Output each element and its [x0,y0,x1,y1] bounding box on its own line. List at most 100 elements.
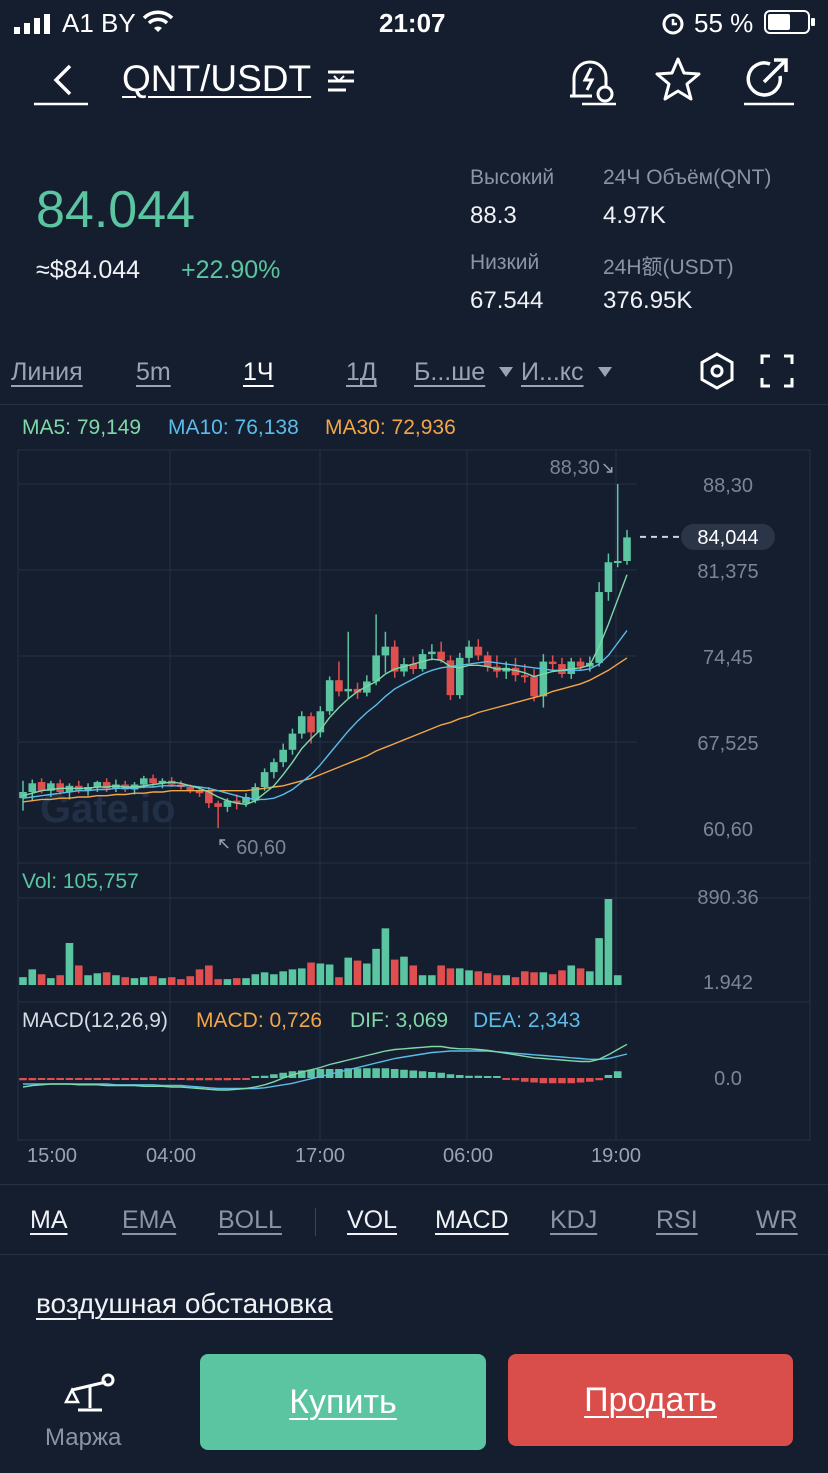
candle-body [400,664,408,672]
tab-1d[interactable]: 1Д [346,358,377,386]
candle-body [576,661,585,667]
candle-body [344,688,353,692]
volume-bar [251,974,260,985]
axis-labels-layer: 88,30 81,375 74,45 67,525 60,60 84,044 88,30 60… [27,457,775,1167]
macd-histogram-bar [409,1070,418,1078]
indicator-ma[interactable]: MA [30,1206,68,1234]
volume-bar [400,956,408,985]
indicator-rsi[interactable]: RSI [656,1206,698,1234]
macd-histogram-bar [353,1068,362,1078]
candle-body [511,667,520,676]
volume-bar [47,978,55,985]
candle-body [279,749,287,763]
macd-histogram-bar [400,1069,408,1078]
macd-histogram-bar [56,1078,64,1080]
indicator-ema[interactable]: EMA [122,1206,177,1234]
tabs-divider [0,404,828,405]
market-mood-link[interactable]: воздушная обстановка [36,1288,333,1319]
ma-lines-layer [22,574,628,806]
battery-icon [764,10,815,34]
candle-body [251,787,260,801]
price-axis-label: 60,60 [703,819,753,841]
indicator-macd[interactable]: MACD [435,1206,509,1234]
list-icon[interactable] [326,66,356,96]
volume-bar [595,938,603,985]
macd-histogram-bar [28,1078,37,1081]
tab-1h[interactable]: 1Ч [243,358,274,386]
volume-bar [344,957,353,985]
volume-bar [428,975,436,985]
ma10-legend: MA10: 76,138 [168,416,299,439]
chart-frame [17,449,811,1141]
pair-title[interactable]: QNT/USDT [122,58,312,99]
alert-icon[interactable] [568,56,616,106]
macd-histogram-bar [214,1078,222,1081]
volume-bar [576,968,585,985]
fullscreen-icon[interactable] [760,354,794,388]
share-icon[interactable] [742,56,794,106]
macd-histogram-bar [502,1078,510,1080]
back-icon[interactable] [34,60,88,106]
tab-more[interactable]: Б...ше [414,358,486,386]
volume-bar [186,976,195,985]
volume-bar [270,974,278,985]
macd-histogram-bar [140,1078,148,1080]
price-axis-label: 81,375 [697,561,758,583]
sell-button-label: Продать [584,1380,717,1419]
indicator-top-divider [0,1184,828,1185]
volume-bar [279,971,287,985]
time-axis-label: 19:00 [591,1145,641,1167]
volume-bar [177,979,185,985]
macd-layer [19,1043,628,1091]
macd-histogram-bar [390,1069,399,1078]
candle-body [465,646,473,658]
sell-button[interactable]: Продать [508,1354,793,1446]
tab-line[interactable]: Линия [11,358,83,386]
tab-5m[interactable]: 5m [136,358,171,386]
more-dropdown-icon[interactable] [498,366,514,378]
indicator-wr[interactable]: WR [756,1206,798,1234]
ma10-line [22,630,628,801]
margin-scale-icon[interactable] [64,1368,116,1414]
volume-bar [604,899,613,985]
volume-bar [539,972,548,985]
macd-histogram-bar [102,1078,111,1080]
macd-histogram-bar [604,1075,613,1078]
indicator-kdj[interactable]: KDJ [550,1206,598,1234]
star-icon[interactable] [654,56,702,102]
macd-histogram-bar [613,1071,622,1078]
candle-body [102,782,111,789]
volume-bar [288,969,297,985]
macd-value: MACD: 0,726 [196,1009,323,1032]
chart-grid [17,449,811,1141]
macd-histogram-bar [511,1078,520,1081]
volume-bar [74,965,83,985]
volume-bar [558,970,566,985]
current-price-tag-text: 84,044 [697,527,758,549]
macd-histogram-bar [270,1074,278,1078]
price-chart[interactable]: Gate.io 88,30 81,375 74,45 67,525 60,60 84,04… [0,440,828,1170]
candle-body [242,796,250,804]
macd-histogram-bar [186,1078,195,1081]
candle-body [270,762,278,773]
macd-histogram-bar [177,1078,185,1080]
volume-bar [325,964,334,985]
indicator-boll[interactable]: BOLL [218,1206,282,1234]
macd-histogram-bar [530,1078,538,1083]
indicators-dropdown-icon[interactable] [597,366,613,378]
macd-histogram-bar [344,1068,353,1078]
candle-body [307,716,315,733]
candle-body [186,787,195,791]
margin-label[interactable]: Маржа [45,1424,122,1451]
volume-bar [65,942,74,985]
volume-bar [232,978,241,985]
volume-bar [307,962,315,985]
price-axis-label: 88,30 [703,475,753,497]
volume-bar [167,977,176,985]
volume-bar [37,974,46,985]
indicator-vol[interactable]: VOL [347,1206,398,1234]
tab-indicators[interactable]: И...кс [521,358,584,386]
buy-button[interactable]: Купить [200,1354,486,1450]
high-marker-label: 88,30 [550,457,600,479]
settings-hexagon-icon[interactable] [698,352,736,392]
